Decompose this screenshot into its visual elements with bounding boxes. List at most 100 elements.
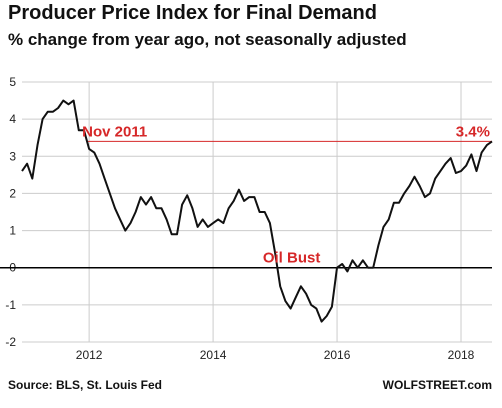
data-point (439, 170, 441, 172)
data-point (325, 315, 327, 317)
data-point (98, 163, 100, 165)
data-point (305, 293, 307, 295)
x-tick-label: 2014 (200, 348, 227, 362)
data-point (145, 203, 147, 205)
data-point (480, 151, 482, 153)
data-point (264, 211, 266, 213)
x-axis-ticks: 2012 2014 2016 2018 (76, 348, 475, 362)
data-point (486, 144, 488, 146)
data-point (227, 207, 229, 209)
data-point (429, 192, 431, 194)
data-point (279, 285, 281, 287)
data-point (119, 218, 121, 220)
data-point (408, 185, 410, 187)
chart-title: Producer Price Index for Final Demand (8, 2, 377, 24)
data-point (424, 196, 426, 198)
data-point (362, 259, 364, 261)
data-point (160, 207, 162, 209)
data-point (191, 207, 193, 209)
data-point (78, 129, 80, 131)
data-point (233, 200, 235, 202)
data-point (284, 300, 286, 302)
y-tick-label: 1 (9, 224, 16, 238)
annotation-oil-bust: Oil Bust (263, 250, 321, 267)
data-point (196, 226, 198, 228)
data-point (140, 196, 142, 198)
data-point (341, 263, 343, 265)
data-point (300, 285, 302, 287)
x-tick-label: 2012 (76, 348, 103, 362)
data-point (47, 111, 49, 113)
data-point (434, 177, 436, 179)
data-point (222, 222, 224, 224)
data-point (134, 211, 136, 213)
data-point (243, 200, 245, 202)
y-tick-label: 4 (9, 112, 16, 126)
data-point (109, 192, 111, 194)
y-tick-label: -2 (5, 335, 16, 349)
annotations-group: Nov 2011 3.4% Oil Bust (82, 123, 490, 266)
data-point (491, 140, 493, 142)
data-point (31, 177, 33, 179)
data-point (176, 233, 178, 235)
data-point (129, 222, 131, 224)
data-point (248, 196, 250, 198)
data-point (93, 151, 95, 153)
data-point (57, 107, 59, 109)
source-note: Source: BLS, St. Louis Fed (8, 378, 163, 392)
data-point (372, 267, 374, 269)
data-point (207, 226, 209, 228)
data-point (377, 244, 379, 246)
data-point (470, 153, 472, 155)
data-point (21, 170, 23, 172)
data-point (367, 267, 369, 269)
data-point (202, 218, 204, 220)
data-point (398, 202, 400, 204)
data-point (155, 207, 157, 209)
y-tick-label: 3 (9, 149, 16, 163)
x-tick-label: 2016 (324, 348, 351, 362)
data-point (346, 270, 348, 272)
data-point (413, 176, 415, 178)
data-point (460, 170, 462, 172)
x-tick-label: 2018 (448, 348, 475, 362)
data-point (269, 222, 271, 224)
data-point (351, 259, 353, 261)
data-point (26, 163, 28, 165)
data-point (103, 177, 105, 179)
data-point (62, 99, 64, 101)
data-point (253, 196, 255, 198)
data-point (382, 226, 384, 228)
data-point (238, 189, 240, 191)
brand-label: WOLFSTREET.com (382, 378, 492, 392)
data-point (387, 218, 389, 220)
data-point (165, 218, 167, 220)
data-point (310, 304, 312, 306)
data-point (181, 203, 183, 205)
data-point (88, 148, 90, 150)
y-tick-label: 5 (9, 75, 16, 89)
y-tick-label: 2 (9, 186, 16, 200)
data-point (331, 306, 333, 308)
data-point (186, 194, 188, 196)
data-point (418, 185, 420, 187)
series-group (21, 99, 493, 323)
data-point (315, 307, 317, 309)
data-point (41, 118, 43, 120)
data-point (393, 202, 395, 204)
data-point (449, 157, 451, 159)
data-point (258, 211, 260, 213)
series-line (21, 99, 493, 323)
data-point (114, 207, 116, 209)
data-point (36, 144, 38, 146)
data-point (475, 170, 477, 172)
annotation-nov-2011: Nov 2011 (82, 123, 147, 140)
data-point (52, 111, 54, 113)
gridlines (22, 81, 492, 343)
data-point (150, 196, 152, 198)
data-point (465, 164, 467, 166)
data-point (336, 267, 338, 269)
data-point (289, 307, 291, 309)
